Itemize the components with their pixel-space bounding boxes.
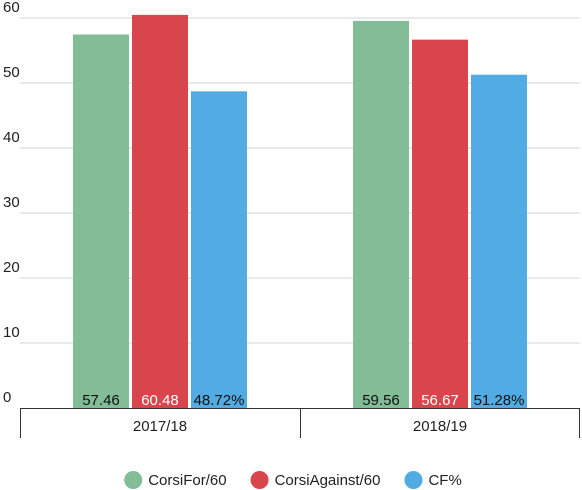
bar — [191, 91, 247, 408]
x-axis: 2017/18 2018/19 — [20, 408, 580, 438]
legend-item: CorsiFor/60 — [124, 471, 227, 489]
data-label: 56.67 — [421, 392, 459, 409]
x-tick-label: 2018/19 — [413, 418, 467, 435]
data-label: 60.48 — [141, 392, 179, 409]
y-tick-label: 60 — [3, 0, 20, 16]
y-tick-label: 20 — [3, 259, 20, 276]
legend-swatch — [250, 471, 269, 489]
bars: 57.46 60.48 48.72% 59.56 56.67 51.28% — [73, 14, 527, 409]
data-label: 59.56 — [362, 392, 400, 409]
data-label: 57.46 — [82, 392, 120, 409]
bar — [471, 74, 527, 409]
legend-label: CF% — [428, 472, 461, 489]
y-tick-label: 10 — [3, 324, 20, 341]
legend-label: CorsiFor/60 — [148, 472, 226, 489]
y-tick-label: 30 — [3, 194, 20, 211]
bar — [132, 14, 188, 408]
y-tick-label: 0 — [3, 389, 11, 406]
data-label: 51.28% — [474, 392, 525, 409]
legend-swatch — [404, 471, 423, 489]
legend: CorsiFor/60 CorsiAgainst/60 CF% — [124, 471, 462, 489]
bar — [412, 39, 468, 409]
legend-item: CF% — [404, 471, 462, 489]
y-tick-label: 50 — [3, 64, 20, 81]
bar — [73, 34, 129, 408]
x-tick-label: 2017/18 — [133, 418, 187, 435]
legend-swatch — [124, 471, 143, 489]
data-label: 48.72% — [194, 392, 245, 409]
y-tick-label: 40 — [3, 129, 20, 146]
bar — [353, 20, 409, 409]
legend-label: CorsiAgainst/60 — [275, 472, 381, 489]
legend-item: CorsiAgainst/60 — [250, 471, 381, 489]
